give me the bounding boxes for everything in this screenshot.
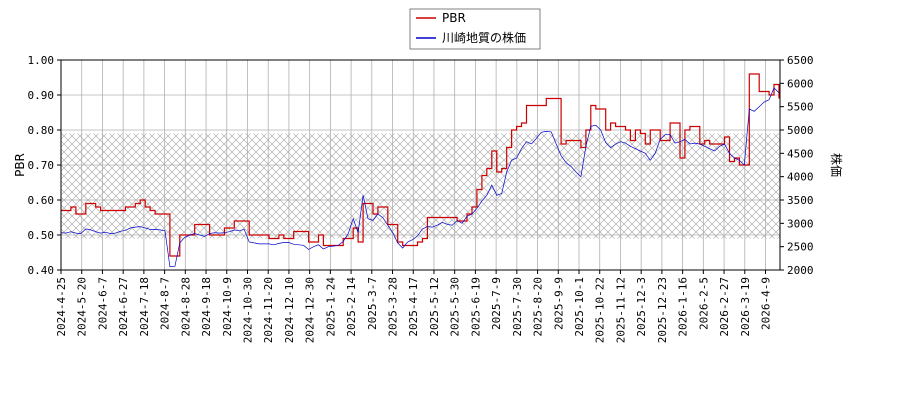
legend-box	[409, 8, 541, 50]
x-tick-label: 2025-10-1	[573, 277, 586, 337]
x-tick-label: 2024-6-27	[117, 277, 130, 337]
x-tick-label: 2024-8-7	[159, 277, 172, 330]
x-tick-label: 2024-9-18	[200, 277, 213, 337]
right-tick-label: 4000	[787, 171, 814, 184]
left-y-axis: 0.40 0.50 0.60 0.70 0.80 0.90 1.00	[28, 54, 61, 277]
right-y-axis: 2000 2500 3000 3500 4000 4500 5000 5500 6000 6500	[780, 54, 814, 277]
right-tick-label: 2500	[787, 241, 814, 254]
x-tick-label: 2026-3-19	[739, 277, 752, 337]
x-tick-label: 2024-5-20	[76, 277, 89, 337]
x-tick-label: 2024-11-20	[262, 277, 275, 343]
x-tick-label: 2025-5-12	[428, 277, 441, 337]
series-line-pbr	[61, 73, 780, 257]
series-line-price	[60, 87, 780, 268]
x-tick-label: 2025-3-7	[366, 277, 379, 330]
x-tick-label: 2024-12-10	[283, 277, 296, 343]
right-tick-label: 6000	[787, 77, 814, 90]
x-tick-label: 2024-6-7	[96, 277, 109, 330]
x-tick-label: 2024-10-9	[221, 277, 234, 337]
right-tick-label: 5500	[787, 101, 814, 114]
left-tick-label: 0.70	[28, 159, 55, 172]
band-hatch	[61, 133, 780, 239]
x-tick-label: 2025-2-14	[345, 277, 358, 337]
x-tick-label: 2025-12-3	[635, 277, 648, 337]
x-tick-label: 2024-4-25	[55, 277, 68, 337]
x-tick-label: 2025-12-23	[656, 277, 669, 343]
x-tick-label: 2025-9-9	[552, 277, 565, 330]
shaded-band	[61, 133, 780, 239]
x-axis: 2024-4-25 2024-5-20 2024-6-7 2024-6-27 2024-…	[55, 270, 772, 343]
x-tick-label: 2026-4-9	[759, 277, 772, 330]
x-tick-label: 2025-10-22	[594, 277, 607, 343]
left-tick-label: 0.90	[28, 89, 55, 102]
x-tick-label: 2026-2-27	[718, 277, 731, 337]
grid	[60, 59, 780, 271]
x-tick-label: 2025-7-30	[511, 277, 524, 337]
x-tick-label: 2025-8-20	[532, 277, 545, 337]
x-tick-label: 2025-4-17	[407, 277, 420, 337]
x-tick-label: 2025-7-9	[490, 277, 503, 330]
legend: PBR 川崎地質の株価	[409, 8, 541, 50]
x-tick-label: 2025-6-19	[469, 277, 482, 337]
left-tick-label: 0.50	[28, 229, 55, 242]
x-tick-label: 2024-10-30	[241, 277, 254, 343]
left-tick-label: 0.80	[28, 124, 55, 137]
x-tick-label: 2024-12-30	[304, 277, 317, 343]
x-tick-label: 2025-5-30	[449, 277, 462, 337]
legend-label-price: 川崎地質の株価	[442, 30, 526, 45]
x-tick-label: 2026-1-16	[677, 277, 690, 337]
series-lines	[60, 73, 780, 268]
x-tick-label: 2024-8-28	[179, 277, 192, 337]
right-tick-label: 3000	[787, 217, 814, 230]
right-tick-label: 6500	[787, 54, 814, 67]
left-tick-label: 0.60	[28, 194, 55, 207]
x-tick-label: 2025-1-24	[324, 277, 337, 337]
x-tick-label: 2026-2-5	[697, 277, 710, 330]
x-tick-label: 2025-11-12	[614, 277, 627, 343]
left-axis-title: PBR	[13, 153, 27, 177]
right-tick-label: 5000	[787, 124, 814, 137]
x-tick-label: 2025-3-28	[387, 277, 400, 337]
legend-label-pbr: PBR	[442, 11, 466, 25]
right-axis-title: 株価	[829, 153, 844, 177]
x-tick-label: 2024-7-18	[138, 277, 151, 337]
right-tick-label: 3500	[787, 194, 814, 207]
right-tick-label: 4500	[787, 147, 814, 160]
right-tick-label: 2000	[787, 264, 814, 277]
left-tick-label: 1.00	[28, 54, 55, 67]
left-tick-label: 0.40	[28, 264, 55, 277]
